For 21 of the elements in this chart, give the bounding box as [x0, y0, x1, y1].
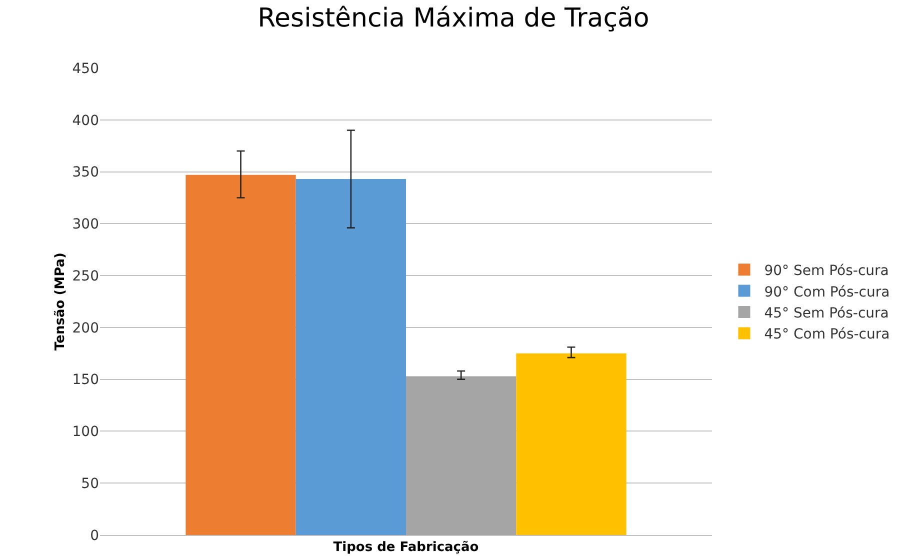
- y-tick-label: 50: [81, 476, 99, 492]
- chart-title: Resistência Máxima de Tração: [258, 4, 650, 34]
- legend-label: 45° Com Pós-cura: [764, 326, 890, 343]
- y-tick-label: 100: [72, 424, 99, 440]
- x-axis-title: Tipos de Fabricação: [333, 540, 479, 555]
- y-tick-label: 400: [72, 112, 99, 129]
- bar: [516, 353, 626, 535]
- bar: [296, 179, 406, 535]
- y-tick-label: 300: [72, 216, 99, 233]
- y-tick-label: 0: [90, 528, 99, 544]
- y-tick-label: 350: [72, 164, 99, 181]
- y-axis-title: Tensão (MPa): [53, 252, 68, 350]
- y-tick-label: 200: [72, 320, 99, 336]
- legend-label: 45° Sem Pós-cura: [764, 305, 889, 322]
- bar: [186, 174, 296, 535]
- legend-label: 90° Com Pós-cura: [764, 284, 890, 300]
- legend-label: 90° Sem Pós-cura: [764, 263, 889, 280]
- bar: [406, 376, 516, 535]
- y-tick-label: 150: [72, 372, 99, 388]
- y-tick-label: 250: [72, 268, 99, 284]
- y-tick-label: 450: [72, 60, 99, 77]
